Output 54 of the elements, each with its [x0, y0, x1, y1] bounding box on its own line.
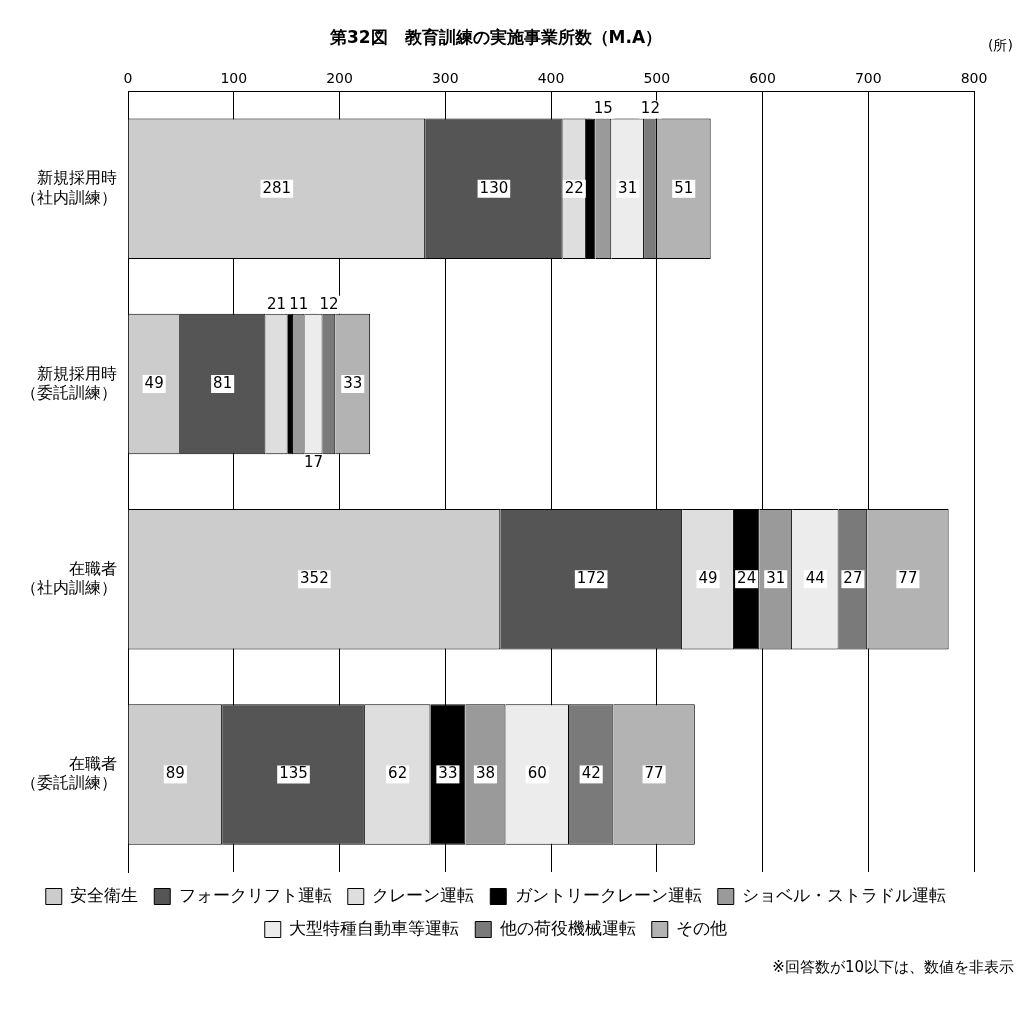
data-label: 17 — [304, 453, 324, 472]
data-label: 44 — [805, 569, 825, 588]
x-tick-label: 500 — [643, 70, 671, 87]
data-label: 33 — [438, 764, 458, 783]
data-label: 12 — [640, 99, 660, 118]
y-tick-label: 在職者（社内訓練） — [21, 558, 117, 597]
data-label: 11 — [289, 294, 309, 313]
data-label: 77 — [898, 569, 918, 588]
data-label: 81 — [213, 373, 233, 392]
data-label: 77 — [644, 764, 664, 783]
data-label: 281 — [262, 178, 292, 197]
legend-label: フォークリフト運転 — [178, 884, 332, 905]
x-axis-title: (所) — [988, 37, 1013, 54]
x-tick-label: 700 — [854, 70, 882, 87]
data-label: 42 — [581, 764, 601, 783]
x-tick-label: 300 — [431, 70, 459, 87]
x-tick-label: 800 — [960, 70, 988, 87]
legend-label: クレーン運転 — [372, 884, 475, 905]
legend-label: 安全衛生 — [70, 884, 139, 905]
data-label: 172 — [576, 569, 606, 588]
legend-label: ショベル・ストラドル運転 — [742, 884, 947, 905]
data-label: 89 — [165, 764, 185, 783]
legend-label: ガントリークレーン運転 — [514, 884, 702, 905]
data-label: 21 — [267, 294, 287, 313]
x-tick-label: 400 — [537, 70, 565, 87]
data-label: 60 — [527, 764, 547, 783]
data-label: 130 — [479, 178, 509, 197]
data-label: 31 — [766, 569, 786, 588]
legend-label: 大型特種自動車等運転 — [289, 917, 460, 938]
legend-label: その他 — [676, 917, 728, 938]
data-label: 62 — [388, 764, 408, 783]
data-label: 22 — [564, 178, 584, 197]
data-label: 135 — [279, 764, 308, 783]
x-tick-label: 200 — [326, 70, 353, 87]
x-tick-label: 100 — [220, 70, 248, 87]
data-label: 49 — [698, 569, 718, 588]
data-label: 38 — [475, 764, 495, 783]
x-tick-label: 0 — [123, 70, 133, 87]
chart-title: 第32図 教育訓練の実施事業所数（M.A） — [328, 26, 663, 47]
data-label: 15 — [593, 99, 613, 118]
y-tick-label: 新規採用時（委託訓練） — [21, 363, 117, 402]
legend-label: 他の荷役機械運転 — [499, 917, 636, 938]
data-label: 12 — [319, 294, 339, 313]
data-label: 24 — [737, 569, 757, 588]
text: ※回答数が10以下は、数値を非表示 — [771, 958, 1015, 977]
data-label: 31 — [618, 178, 638, 197]
data-label: 51 — [674, 178, 694, 197]
y-tick-label: 新規採用時（社内訓練） — [21, 168, 117, 207]
data-label: 352 — [300, 569, 329, 588]
data-label: 33 — [343, 373, 363, 392]
data-label: 49 — [144, 373, 164, 392]
x-tick-label: 600 — [749, 70, 776, 87]
data-label: 27 — [843, 569, 863, 588]
y-tick-label: 在職者（委託訓練） — [21, 753, 117, 793]
